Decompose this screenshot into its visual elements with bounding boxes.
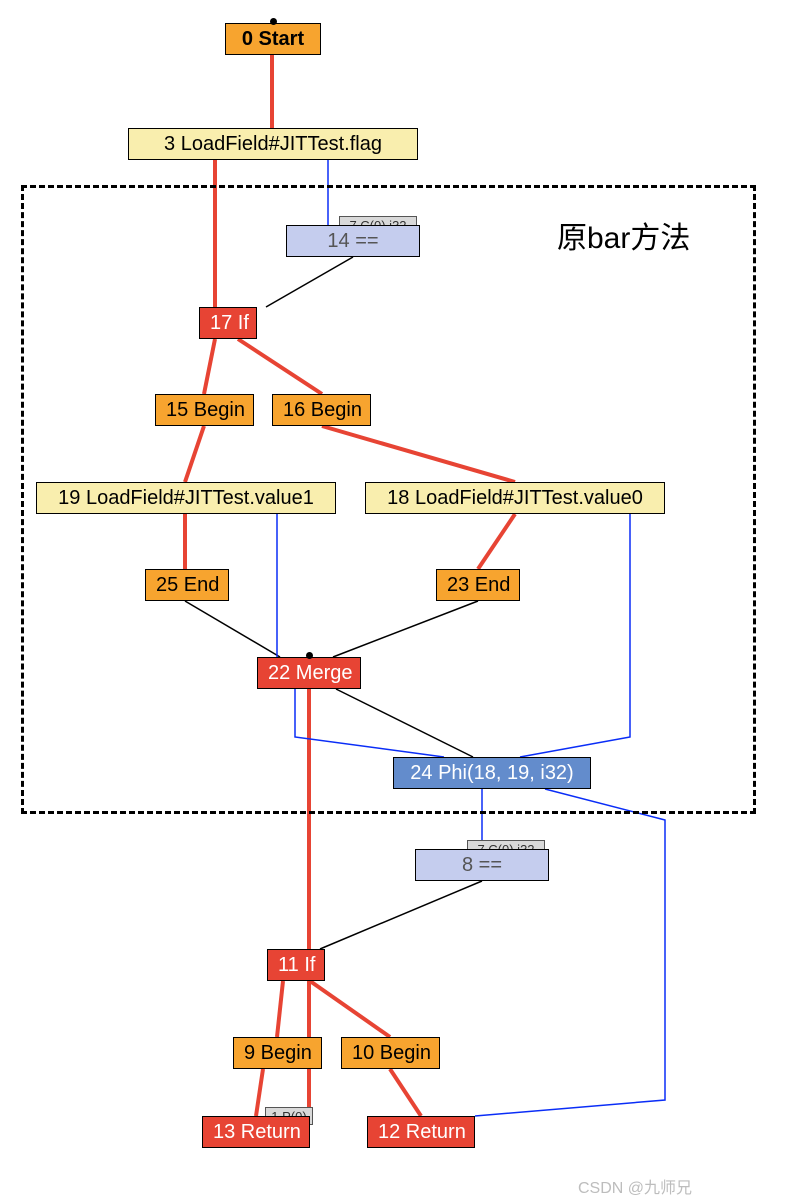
edge bbox=[310, 981, 390, 1037]
node-n15: 15 Begin bbox=[155, 394, 254, 426]
node-n0: 0 Start bbox=[225, 23, 321, 55]
region-label: 原bar方法 bbox=[557, 213, 690, 257]
node-n17: 17 If bbox=[199, 307, 257, 339]
node-n18: 18 LoadField#JITTest.value0 bbox=[365, 482, 665, 514]
node-n13: 13 Return bbox=[202, 1116, 310, 1148]
node-n8: 8 == bbox=[415, 849, 549, 881]
edge bbox=[390, 1069, 421, 1116]
edge bbox=[256, 1069, 263, 1116]
node-n22: 22 Merge bbox=[257, 657, 361, 689]
edge bbox=[320, 881, 482, 949]
node-n11: 11 If bbox=[267, 949, 325, 981]
node-n10: 10 Begin bbox=[341, 1037, 440, 1069]
node-n19: 19 LoadField#JITTest.value1 bbox=[36, 482, 336, 514]
watermark: CSDN @九师兄 bbox=[578, 1174, 692, 1198]
node-n9: 9 Begin bbox=[233, 1037, 322, 1069]
node-n24: 24 Phi(18, 19, i32) bbox=[393, 757, 591, 789]
node-n14: 14 == bbox=[286, 225, 420, 257]
node-n23: 23 End bbox=[436, 569, 520, 601]
node-n3: 3 LoadField#JITTest.flag bbox=[128, 128, 418, 160]
entry-dot bbox=[306, 652, 313, 659]
edge bbox=[475, 789, 665, 1116]
node-n25: 25 End bbox=[145, 569, 229, 601]
edge bbox=[277, 981, 283, 1037]
node-n16: 16 Begin bbox=[272, 394, 371, 426]
node-n12: 12 Return bbox=[367, 1116, 475, 1148]
entry-dot bbox=[270, 18, 277, 25]
diagram-canvas: 原bar方法 0 Start3 LoadField#JITTest.flag7 … bbox=[0, 0, 802, 1202]
